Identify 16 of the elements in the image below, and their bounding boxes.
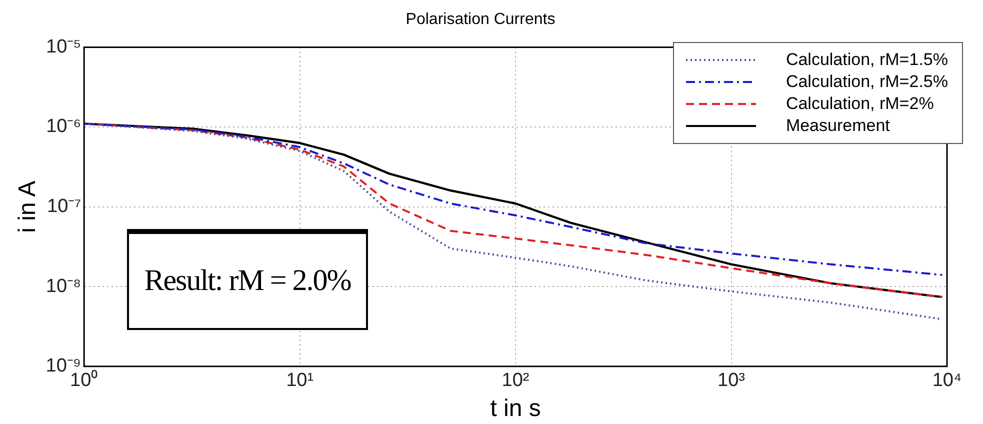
y-tick-label: 10⁻⁸ bbox=[46, 276, 82, 297]
y-axis-title: i in A bbox=[14, 180, 42, 233]
x-axis-title: t in s bbox=[490, 395, 541, 422]
legend-label: Measurement bbox=[786, 115, 890, 137]
y-tick-label: 10⁻⁶ bbox=[46, 116, 82, 138]
x-tick-label: 10² bbox=[502, 370, 530, 392]
legend-label: Calculation, rM=2.5% bbox=[786, 71, 948, 93]
y-tick-label: 10⁻⁵ bbox=[46, 36, 82, 58]
chart-title: Polarisation Currents bbox=[406, 11, 556, 28]
y-tick-label: 10⁻⁷ bbox=[47, 196, 82, 218]
x-tick-label: 10¹ bbox=[286, 370, 314, 392]
x-tick-label: 10⁴ bbox=[932, 370, 962, 392]
annotation: Result: rM = 2.0% bbox=[127, 229, 368, 330]
x-tick-label: 10³ bbox=[718, 370, 745, 392]
legend-label: Calculation, rM=1.5% bbox=[786, 49, 948, 71]
legend-label: Calculation, rM=2% bbox=[786, 93, 934, 115]
